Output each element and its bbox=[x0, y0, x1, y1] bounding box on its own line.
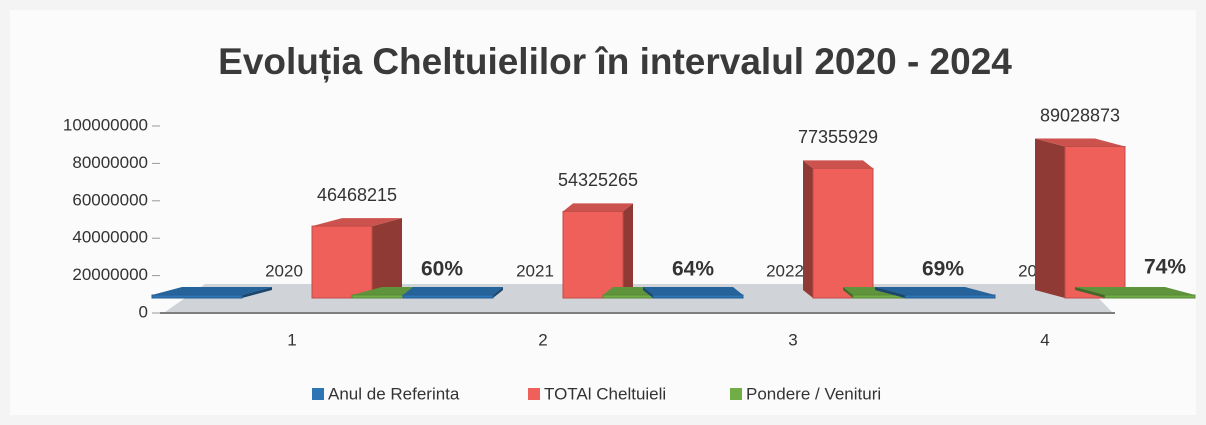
bar-face bbox=[875, 287, 995, 295]
bar bbox=[1075, 287, 1196, 299]
bar-face bbox=[493, 287, 503, 298]
bar-face bbox=[652, 294, 744, 299]
bar-face bbox=[312, 218, 402, 227]
bar bbox=[643, 287, 744, 299]
bar-face bbox=[643, 287, 743, 295]
legend-swatch bbox=[528, 388, 540, 400]
bar-face bbox=[152, 287, 272, 295]
bar-face bbox=[643, 287, 653, 298]
bar-face bbox=[623, 203, 633, 298]
y-tick-label: 100000000 bbox=[63, 115, 148, 134]
legend-swatch bbox=[312, 388, 324, 400]
bar-face bbox=[875, 287, 905, 298]
bar bbox=[803, 160, 874, 299]
bar bbox=[562, 203, 633, 299]
y-tick-label: 40000000 bbox=[72, 228, 148, 247]
bar-face bbox=[1035, 138, 1065, 298]
x-tick-label: 1 bbox=[287, 330, 296, 349]
bar-face bbox=[311, 225, 373, 299]
chart-title: Evoluția Cheltuielilor în intervalul 202… bbox=[218, 41, 1012, 83]
bar-face bbox=[403, 287, 503, 295]
x-tick-label: 4 bbox=[1040, 330, 1049, 349]
y-tick-label: 60000000 bbox=[72, 190, 148, 209]
legend-label: TOTAl Cheltuieli bbox=[544, 384, 666, 403]
bar-face bbox=[562, 210, 624, 299]
bar-face bbox=[151, 294, 243, 299]
x-tick-label: 2 bbox=[538, 330, 547, 349]
data-label: 46468215 bbox=[317, 185, 397, 205]
data-label: 64% bbox=[672, 258, 714, 281]
data-label: 2022 bbox=[766, 261, 804, 280]
legend-label: Pondere / Venituri bbox=[746, 384, 881, 403]
bar-face bbox=[1075, 287, 1105, 298]
bar bbox=[402, 287, 503, 299]
legend-label: Anul de Referinta bbox=[328, 384, 460, 403]
y-tick-label: 20000000 bbox=[72, 265, 148, 284]
bar bbox=[875, 287, 996, 299]
bar-face bbox=[1064, 146, 1126, 299]
bar-face bbox=[1104, 294, 1196, 299]
bar-face bbox=[803, 160, 813, 298]
bar-face bbox=[1075, 287, 1195, 295]
data-label: 74% bbox=[1144, 256, 1186, 279]
bar bbox=[151, 287, 272, 299]
y-tick-label: 80000000 bbox=[72, 153, 148, 172]
data-label: 60% bbox=[421, 258, 463, 281]
bar-face bbox=[803, 160, 873, 169]
bar-face bbox=[812, 167, 874, 299]
legend-swatch bbox=[730, 388, 742, 400]
bar-face bbox=[1035, 138, 1125, 147]
data-label: 69% bbox=[922, 258, 964, 281]
bar-face bbox=[843, 287, 853, 298]
data-label: 2021 bbox=[516, 261, 554, 280]
bar-face bbox=[402, 294, 494, 299]
bar-face bbox=[372, 218, 402, 298]
bar-face bbox=[563, 203, 633, 212]
bar bbox=[311, 218, 402, 299]
y-tick-label: 0 bbox=[139, 302, 148, 321]
data-label: 77355929 bbox=[798, 127, 878, 147]
bar-face bbox=[904, 294, 996, 299]
data-label: 2020 bbox=[265, 261, 303, 280]
data-label: 89028873 bbox=[1040, 105, 1120, 125]
x-tick-label: 3 bbox=[788, 330, 797, 349]
data-label: 54325265 bbox=[558, 170, 638, 190]
bar-face bbox=[242, 287, 272, 298]
bar bbox=[1035, 138, 1126, 299]
